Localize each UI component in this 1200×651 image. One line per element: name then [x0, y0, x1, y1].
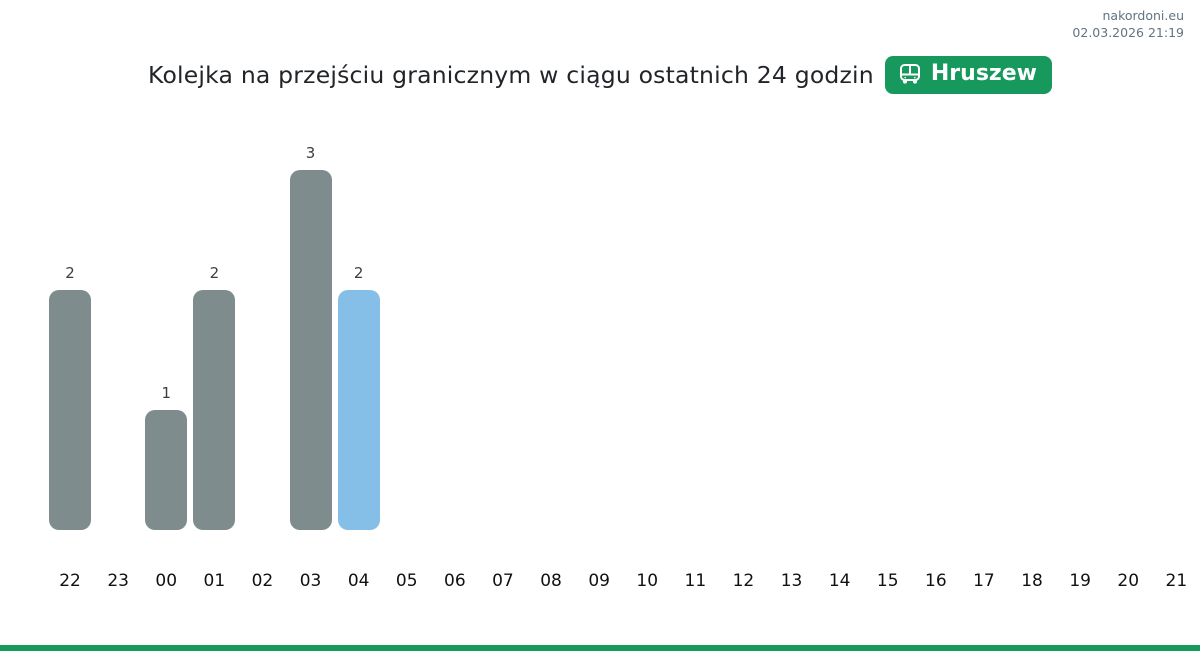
bar-value-label: 3	[305, 144, 316, 162]
x-axis-label: 02	[251, 571, 274, 591]
x-axis-label: 04	[347, 571, 370, 591]
watermark-timestamp: 02.03.2026 21:19	[1072, 24, 1184, 40]
x-axis-label: 23	[107, 571, 129, 591]
page-title: Kolejka na przejściu granicznym w ciągu …	[148, 61, 874, 90]
header: Kolejka na przejściu granicznym w ciągu …	[0, 56, 1200, 95]
watermark-site: nakordoni.eu	[1102, 8, 1184, 23]
x-axis-label: 16	[925, 571, 947, 591]
crossing-badge-label: Hruszew	[930, 61, 1037, 86]
x-axis-label: 21	[1165, 571, 1188, 591]
x-axis-label: 22	[59, 571, 81, 591]
bar-value-label: 2	[353, 264, 364, 282]
bar-value-label: 2	[65, 264, 75, 282]
bus-icon	[898, 62, 922, 86]
x-axis-label: 08	[540, 571, 562, 591]
x-axis-label: 00	[155, 571, 178, 591]
bar-value-label: 2	[209, 264, 220, 282]
x-axis-label: 05	[395, 571, 418, 591]
crossing-badge[interactable]: Hruszew	[884, 56, 1052, 95]
x-axis-label: 20	[1117, 571, 1140, 591]
bar	[193, 290, 236, 530]
x-axis-label: 12	[732, 571, 755, 591]
x-axis-label: 07	[492, 571, 514, 591]
x-axis-label: 15	[876, 571, 899, 591]
bar-value-label: 1	[161, 384, 172, 402]
x-axis-label: 01	[203, 571, 226, 591]
bar-current-hour	[337, 290, 380, 530]
x-axis-label: 14	[828, 571, 851, 591]
x-axis-label: 13	[780, 571, 803, 591]
bar	[49, 290, 92, 530]
bar	[145, 410, 188, 530]
bar	[289, 170, 332, 530]
x-axis-label: 06	[444, 571, 466, 591]
watermark: nakordoni.eu 02.03.2026 21:19	[1072, 8, 1184, 41]
x-axis-label: 17	[973, 571, 995, 591]
x-axis-label: 11	[684, 571, 707, 591]
x-axis-label: 18	[1021, 571, 1043, 591]
x-axis-label: 09	[588, 571, 610, 591]
x-axis-label: 19	[1069, 571, 1091, 591]
x-axis-label: 03	[299, 571, 322, 591]
x-axis-label: 10	[636, 571, 659, 591]
footer-accent-bar	[0, 645, 1200, 651]
